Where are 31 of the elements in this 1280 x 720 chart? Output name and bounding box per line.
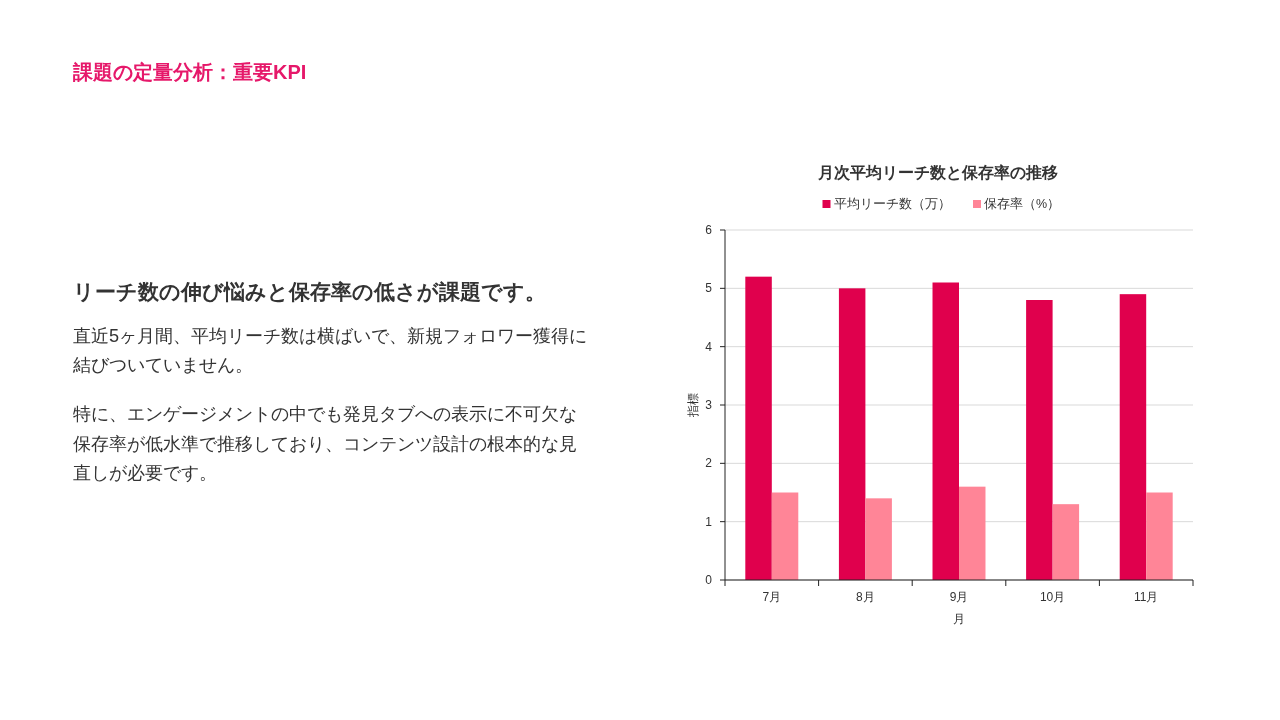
y-tick-label: 5 — [705, 281, 713, 296]
x-tick-label: 10月 — [1039, 590, 1066, 604]
text: 課題の定量分析：重要KPI — [73, 60, 308, 84]
y-tick-label: 1 — [705, 514, 713, 529]
text: 直近5ヶ月間、平均リーチ数は横ばいで、新規フォロワー獲得に結びついていません。 — [73, 325, 589, 377]
x-tick-label: 7月 — [762, 590, 782, 604]
x-axis-title: 月 — [953, 612, 965, 626]
legend-label: 平均リーチ数（万） — [833, 197, 951, 211]
chart-title: 月次平均リーチ数と保存率の推移 — [817, 162, 1058, 181]
y-tick-label: 3 — [705, 398, 713, 412]
legend-label: 保存率（%） — [984, 196, 1061, 211]
bar — [838, 288, 866, 580]
x-tick-label: 11月 — [1133, 590, 1159, 604]
bar — [771, 492, 799, 580]
y-tick-label: 6 — [705, 223, 713, 237]
bar — [1026, 300, 1053, 580]
y-tick-label: 0 — [705, 573, 713, 587]
x-tick-label: 9月 — [949, 590, 969, 604]
x-tick-label: 8月 — [856, 590, 875, 604]
y-tick-label: 4 — [705, 339, 713, 354]
text: 特に、エンゲージメントの中でも発見タブへの表示に不可欠な保存率が低水準で推移しており、コンテンツ設計の根本的な見直しが必要です。 — [73, 403, 578, 485]
bar — [1146, 492, 1173, 580]
text: リーチ数の伸び悩みと保存率の低さが課題です。 — [73, 279, 547, 305]
bar — [865, 498, 892, 580]
y-axis-title: 指標 — [686, 393, 700, 418]
bar — [1119, 294, 1147, 580]
bar — [959, 486, 986, 580]
bar — [745, 276, 772, 580]
y-tick-label: 2 — [705, 456, 713, 471]
bar — [932, 282, 959, 580]
bar — [1052, 504, 1080, 580]
